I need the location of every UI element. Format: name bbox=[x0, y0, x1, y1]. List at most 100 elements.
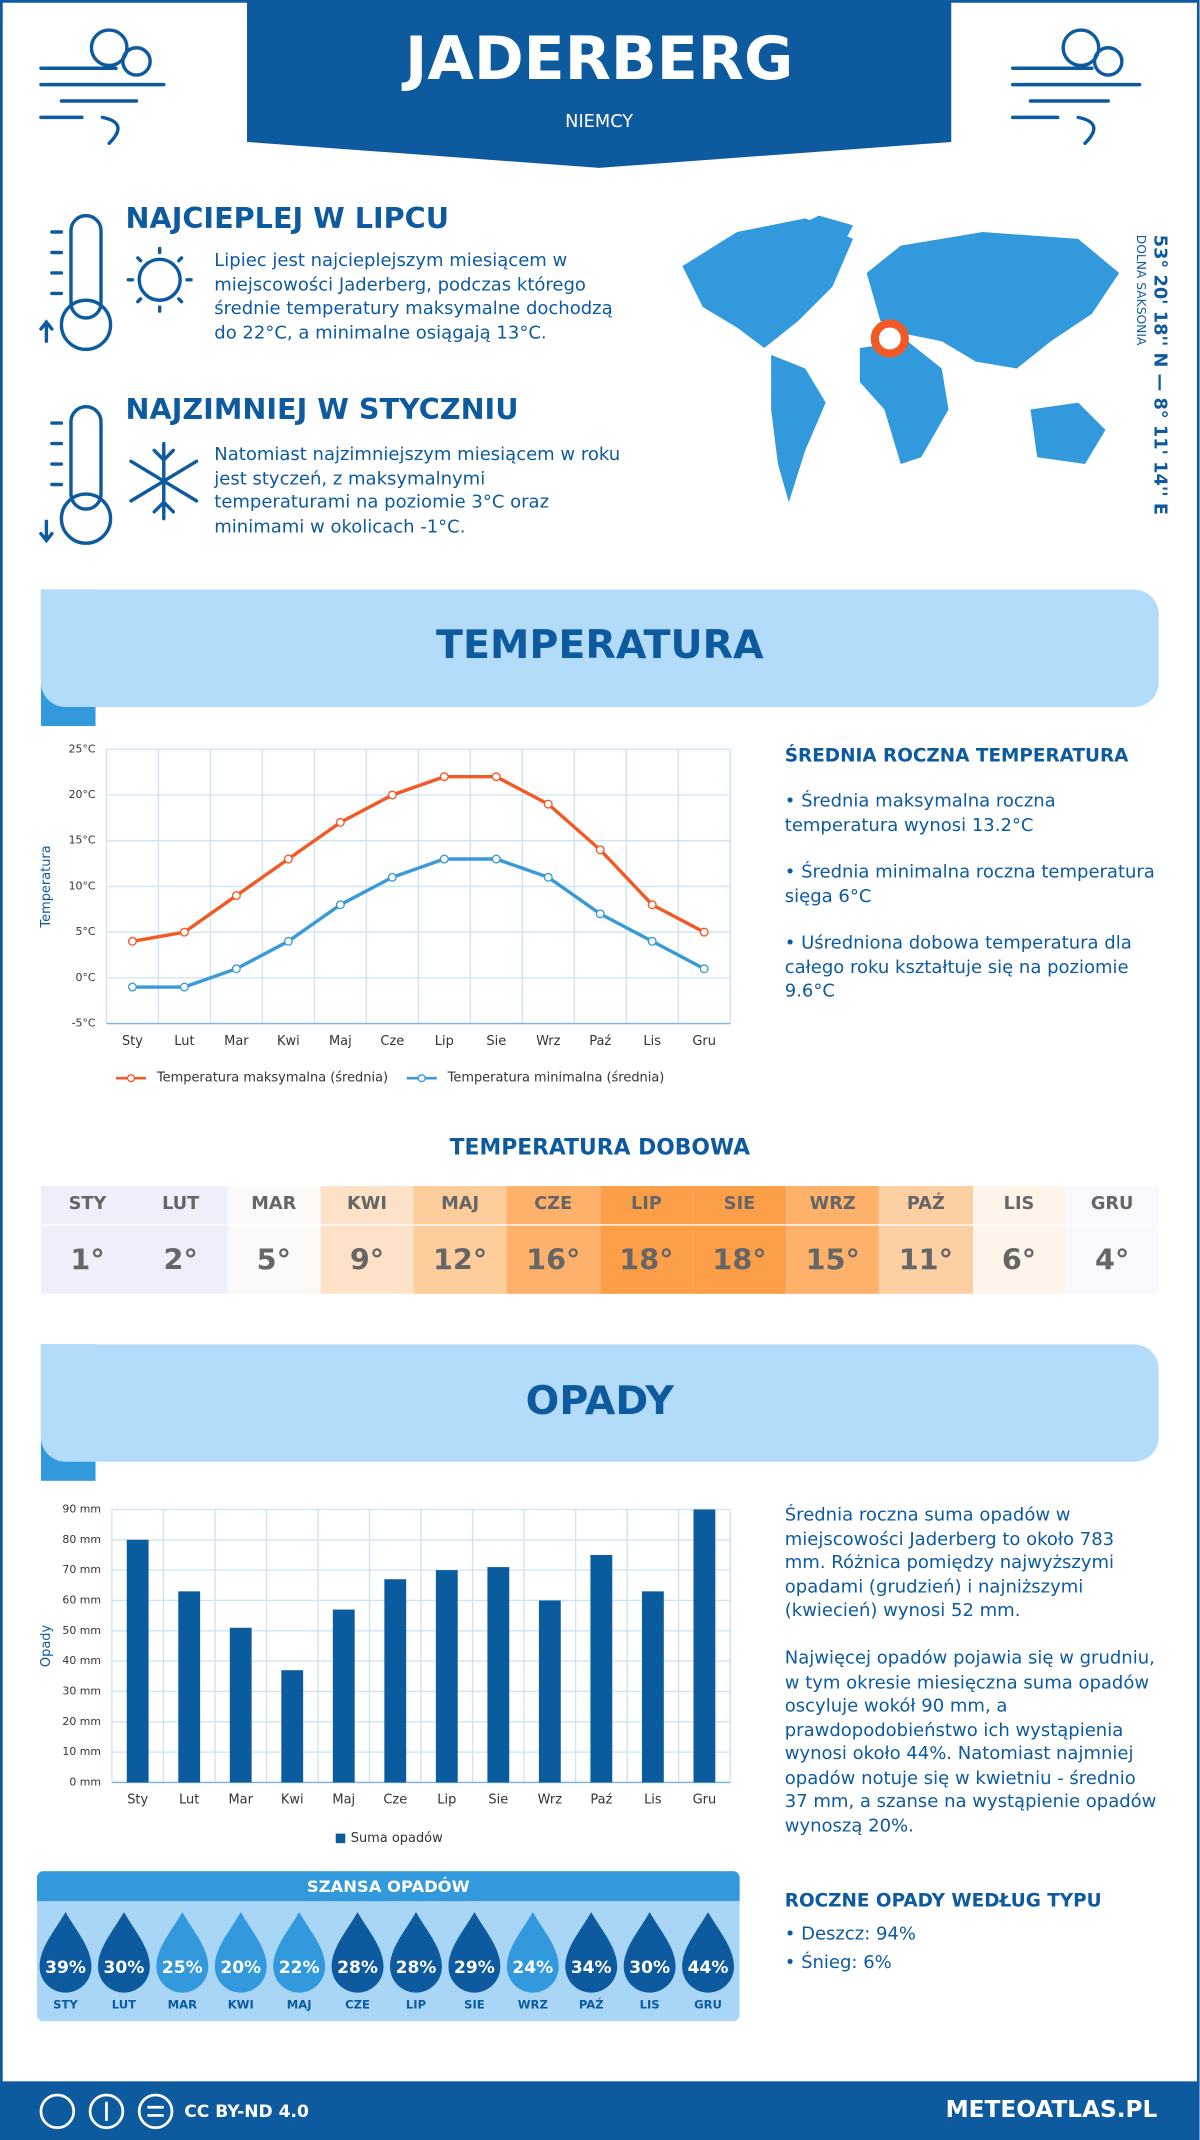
license: CC BY-ND 4.0 bbox=[184, 2100, 309, 2121]
chance-value: 22% bbox=[279, 1958, 320, 1978]
precip-text: Najwięcej opadów pojawia się w grudniu, … bbox=[784, 1648, 1157, 1837]
precip-text: Średnia roczna suma opadów w miejscowośc… bbox=[784, 1505, 1115, 1622]
drop bbox=[214, 1912, 267, 1993]
city-title: JADERBERG bbox=[405, 24, 794, 95]
x-tick-label: Wrz bbox=[538, 1793, 563, 1808]
line bbox=[132, 775, 705, 943]
coldest-text: Natomiast najzimniejszym miesiącem w rok… bbox=[214, 444, 621, 538]
drop bbox=[506, 1912, 559, 1993]
chance-month: MAJ bbox=[287, 1997, 312, 2011]
precip-banner bbox=[40, 1344, 1159, 1462]
point bbox=[231, 891, 241, 901]
stat: • Uśredniona dobowa temperatura dla całe… bbox=[784, 933, 1132, 1002]
daily-cell: MAJ 12° bbox=[413, 1186, 507, 1294]
coldest-title: NAJZIMNIEJ W STYCZNIU bbox=[125, 393, 519, 426]
daily-value: 6° bbox=[1001, 1243, 1037, 1277]
daily-month: PAŹ bbox=[879, 1186, 973, 1226]
bar bbox=[693, 1509, 716, 1783]
legend-point bbox=[126, 1074, 136, 1083]
coordinates: 53° 20' 18'' N — 8° 11' 14'' E bbox=[1149, 234, 1170, 516]
legend-point bbox=[417, 1074, 426, 1083]
x-tick-label: Kwi bbox=[281, 1793, 304, 1808]
y-tick-label: 5°C bbox=[76, 925, 96, 938]
drop bbox=[390, 1912, 442, 1993]
line bbox=[132, 857, 705, 989]
daily-month: SIE bbox=[692, 1186, 787, 1226]
legend-swatch bbox=[335, 1833, 346, 1844]
x-tick-label: Cze bbox=[380, 1034, 404, 1049]
chance-value: 39% bbox=[45, 1958, 86, 1978]
drop bbox=[97, 1912, 150, 1993]
x-tick-label: Sie bbox=[488, 1793, 508, 1808]
chance-value: 28% bbox=[337, 1958, 378, 1978]
point bbox=[543, 799, 553, 809]
daily-cell: GRU 4° bbox=[1065, 1186, 1159, 1294]
drop bbox=[273, 1912, 326, 1993]
type-title: ROCZNE OPADY WEDŁUG TYPU bbox=[784, 1890, 1102, 1913]
point bbox=[647, 936, 657, 946]
y-axis-label: Opady bbox=[39, 1624, 54, 1667]
y-tick-label: 10 mm bbox=[62, 1745, 101, 1758]
daily-month: LIS bbox=[972, 1186, 1066, 1226]
x-tick-label: Kwi bbox=[277, 1034, 300, 1049]
y-tick-label: 90 mm bbox=[62, 1502, 101, 1515]
x-tick-label: Mar bbox=[228, 1793, 253, 1808]
chance-value: 20% bbox=[220, 1958, 261, 1978]
daily-month: LUT bbox=[134, 1186, 228, 1226]
daily-month: KWI bbox=[320, 1186, 414, 1226]
bar bbox=[332, 1609, 355, 1783]
daily-cell: LIP 18° bbox=[599, 1186, 693, 1294]
chance-title: SZANSA OPADÓW bbox=[307, 1877, 470, 1896]
temperature-chart: -5°C 0°C 5°C 10°C 15°C 20°C 25°C Sty Lut Mar Kwi Ma… bbox=[39, 742, 731, 1086]
point bbox=[439, 772, 449, 782]
point bbox=[387, 790, 397, 800]
x-tick-label: Sie bbox=[486, 1034, 506, 1049]
point bbox=[699, 927, 709, 937]
daily-value: 12° bbox=[432, 1243, 488, 1277]
x-tick-label: Gru bbox=[692, 1034, 716, 1049]
x-tick-label: Maj bbox=[332, 1793, 355, 1808]
daily-value: 18° bbox=[619, 1243, 674, 1277]
daily-month: LIP bbox=[599, 1186, 693, 1226]
chance-month: CZE bbox=[345, 1997, 370, 2011]
stat: • Średnia maksymalna roczna temperatura … bbox=[784, 791, 1056, 836]
point bbox=[335, 900, 345, 910]
point bbox=[231, 964, 241, 974]
site[interactable]: METEOATLAS.PL bbox=[945, 2096, 1158, 2124]
chance-value: 34% bbox=[571, 1958, 612, 1978]
chance-month: WRZ bbox=[518, 1997, 548, 2011]
y-tick-label: 20°C bbox=[69, 788, 96, 801]
precip-chart: 0 mm 10 mm 20 mm 30 mm 40 mm 50 mm 60 mm 70 mm 8… bbox=[39, 1502, 731, 1846]
rain-chance: SZANSA OPADÓW 39% STY 30% LUT 25% MAR 20% KWI 22… bbox=[36, 1871, 740, 2022]
chance-month: LIS bbox=[640, 1997, 660, 2011]
daily-cell: STY 1° bbox=[40, 1186, 135, 1294]
daily-cell: MAR 5° bbox=[227, 1186, 321, 1294]
y-tick-label: 15°C bbox=[69, 834, 96, 847]
bar bbox=[487, 1567, 510, 1783]
point bbox=[595, 845, 605, 855]
point bbox=[595, 909, 605, 919]
daily-cell: PAŹ 11° bbox=[879, 1186, 973, 1294]
chance-value: 24% bbox=[512, 1958, 553, 1978]
x-tick-label: Gru bbox=[693, 1793, 717, 1808]
point bbox=[283, 936, 293, 946]
bar bbox=[229, 1627, 252, 1783]
drop bbox=[331, 1912, 384, 1993]
chance-month: SIE bbox=[464, 1997, 485, 2011]
x-tick-label: Lip bbox=[437, 1793, 456, 1808]
y-tick-label: 20 mm bbox=[62, 1715, 101, 1728]
daily-cell: LUT 2° bbox=[134, 1186, 228, 1294]
point bbox=[127, 936, 137, 946]
x-tick-label: Cze bbox=[383, 1793, 407, 1808]
daily-value: 2° bbox=[163, 1243, 198, 1277]
daily-title: TEMPERATURA DOBOWA bbox=[449, 1134, 751, 1161]
temperature-banner bbox=[40, 589, 1159, 707]
stat: • Średnia minimalna roczna temperatura s… bbox=[784, 862, 1155, 907]
daily-value: 11° bbox=[898, 1243, 953, 1277]
point bbox=[439, 854, 449, 864]
daily-month: WRZ bbox=[786, 1186, 880, 1226]
point bbox=[387, 872, 397, 882]
daily-month: CZE bbox=[506, 1186, 600, 1226]
